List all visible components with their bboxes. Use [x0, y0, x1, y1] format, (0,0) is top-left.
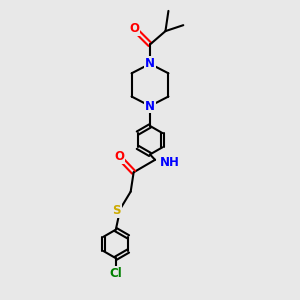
Text: NH: NH	[160, 156, 179, 169]
Text: Cl: Cl	[110, 267, 122, 280]
Text: O: O	[130, 22, 140, 35]
Text: N: N	[145, 57, 155, 70]
Text: S: S	[112, 204, 121, 218]
Text: O: O	[114, 150, 124, 163]
Text: N: N	[145, 100, 155, 112]
